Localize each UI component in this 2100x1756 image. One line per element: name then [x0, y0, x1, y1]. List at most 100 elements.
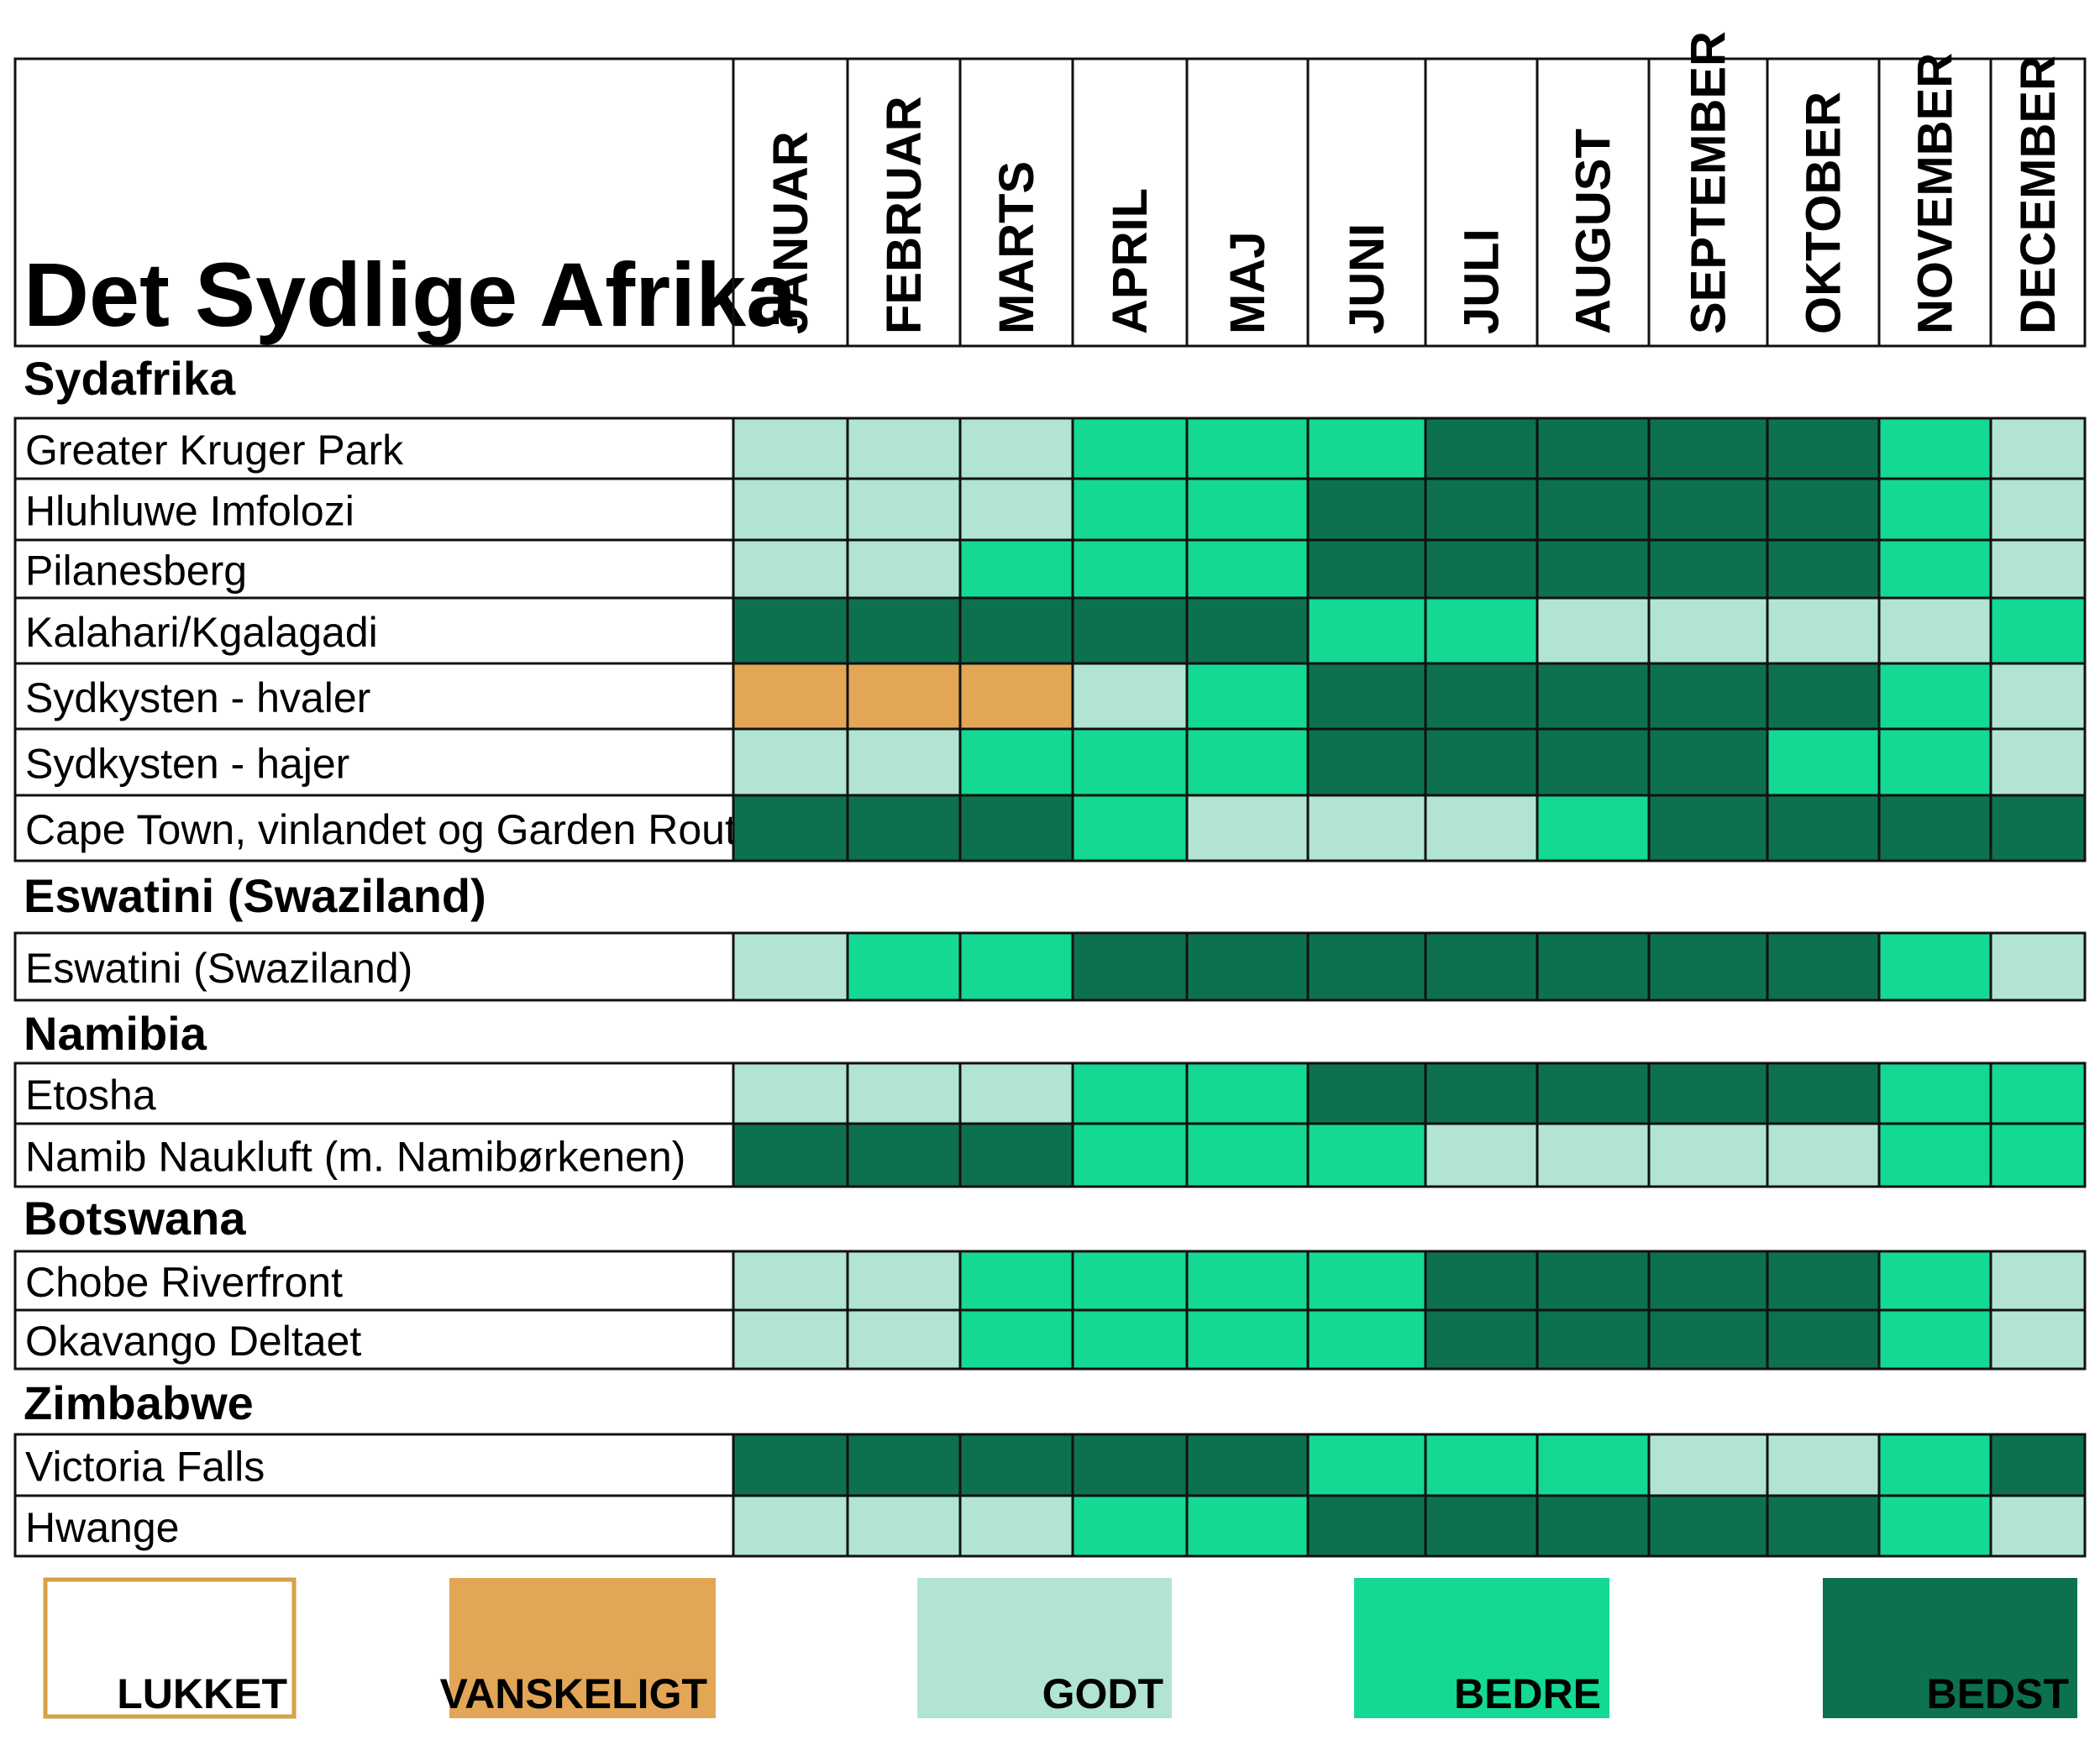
legend-label: BEDRE — [1454, 1670, 1601, 1717]
rating-cell-marts: BEDRE — [958, 931, 1074, 1002]
rating-cell-november: BEDRE — [1877, 417, 1992, 480]
rating-cell-august: BEDST — [1536, 417, 1651, 480]
month-header-juni: JUNI — [1340, 223, 1394, 334]
rating-cell-november: BEDRE — [1877, 538, 1992, 600]
rating-cell-august: BEDST — [1536, 662, 1651, 731]
row-label: Etosha — [25, 1072, 156, 1119]
rating-cell-maj: BEDRE — [1185, 1061, 1310, 1125]
rating-cell-august: BEDST — [1536, 727, 1651, 797]
month-header-maj: MAJ — [1221, 232, 1275, 334]
rating-cell-marts: BEDST — [958, 1433, 1074, 1497]
rating-cell-april: GODT — [1071, 662, 1189, 731]
rating-cell-september: BEDST — [1647, 727, 1769, 797]
table-row: Hluhluwe ImfoloziGODTGODTGODTBEDREBEDREB… — [13, 477, 2087, 542]
group-heading: Eswatini (Swaziland) — [24, 869, 486, 922]
group-namibia: NamibiaEtoshaGODTGODTGODTBEDREBEDREBEDST… — [13, 1007, 2087, 1188]
rating-cell-september: BEDST — [1647, 477, 1769, 542]
rating-cell-december: GODT — [1989, 931, 2087, 1002]
rating-cell-september: BEDST — [1647, 1494, 1769, 1558]
rating-cell-oktober: BEDST — [1766, 1494, 1881, 1558]
rating-cell-maj: BEDRE — [1185, 727, 1310, 797]
month-header-december: DECEMBER — [2011, 55, 2066, 334]
rating-cell-juni: BEDRE — [1306, 1308, 1427, 1371]
rating-cell-marts: BEDRE — [958, 1250, 1074, 1312]
legend-swatch — [1823, 1578, 2077, 1718]
rating-cell-juni: BEDST — [1306, 1061, 1427, 1125]
table-row: Okavango DeltaetGODTGODTBEDREBEDREBEDREB… — [13, 1308, 2087, 1371]
rating-cell-maj: BEDRE — [1185, 538, 1310, 600]
rating-cell-oktober: GODT — [1766, 1122, 1881, 1188]
rating-cell-juli: GODT — [1424, 1122, 1539, 1188]
rating-cell-december: GODT — [1989, 538, 2087, 600]
legend-label: VANSKELIGT — [439, 1670, 707, 1717]
rating-cell-januar: GODT — [732, 1061, 849, 1125]
rating-cell-marts: BEDRE — [958, 727, 1074, 797]
rating-cell-oktober: BEDRE — [1766, 727, 1881, 797]
group-heading: Botswana — [24, 1192, 246, 1245]
table-header: Det Sydlige Afrika JANUAR FEBRUAR MARTS APR… — [13, 31, 2087, 348]
rating-cell-februar: GODT — [846, 417, 962, 480]
rating-cell-oktober: BEDST — [1766, 477, 1881, 542]
rating-cell-februar: BEDST — [846, 794, 962, 862]
rating-cell-april: BEDRE — [1071, 794, 1189, 862]
rating-cell-oktober: BEDST — [1766, 417, 1881, 480]
rating-cell-oktober: BEDST — [1766, 662, 1881, 731]
rating-cell-juni: BEDRE — [1306, 1433, 1427, 1497]
rating-cell-juli: BEDST — [1424, 417, 1539, 480]
rating-cell-oktober: BEDST — [1766, 794, 1881, 862]
rating-cell-februar: BEDST — [846, 1122, 962, 1188]
rating-cell-marts: VANSKELIGT — [958, 662, 1074, 731]
row-label-cell — [13, 727, 735, 797]
legend-label: LUKKET — [117, 1670, 287, 1717]
rating-cell-marts: GODT — [958, 477, 1074, 542]
rating-cell-april: BEDST — [1071, 596, 1189, 665]
rating-cell-juni: BEDST — [1306, 477, 1427, 542]
rating-cell-januar: GODT — [732, 931, 849, 1002]
rating-cell-december: GODT — [1989, 417, 2087, 480]
rating-cell-november: BEDRE — [1877, 1061, 1992, 1125]
rating-cell-december: BEDRE — [1989, 1061, 2087, 1125]
rating-cell-november: BEDRE — [1877, 1250, 1992, 1312]
rating-cell-september: BEDST — [1647, 662, 1769, 731]
rating-cell-september: BEDST — [1647, 417, 1769, 480]
month-header-september: SEPTEMBER — [1682, 31, 1736, 334]
row-label: Okavango Deltaet — [25, 1318, 361, 1365]
legend-item-bedre: BEDRE — [1354, 1578, 1609, 1718]
rating-cell-december: GODT — [1989, 477, 2087, 542]
legend-item-godt: GODT — [917, 1578, 1172, 1718]
group-eswatini-swaziland: Eswatini (Swaziland) Eswatini (Swaziland)… — [13, 869, 2087, 1002]
row-label-cell — [13, 1250, 735, 1312]
rating-cell-december: GODT — [1989, 1494, 2087, 1558]
rating-cell-juni: BEDST — [1306, 538, 1427, 600]
rating-cell-marts: BEDST — [958, 596, 1074, 665]
rating-cell-november: BEDRE — [1877, 1433, 1992, 1497]
rating-cell-juli: BEDST — [1424, 538, 1539, 600]
rating-cell-januar: BEDST — [732, 794, 849, 862]
rating-cell-april: BEDRE — [1071, 1494, 1189, 1558]
rating-cell-september: BEDST — [1647, 931, 1769, 1002]
rating-cell-december: BEDST — [1989, 1433, 2087, 1497]
rating-cell-november: GODT — [1877, 596, 1992, 665]
rating-cell-august: BEDST — [1536, 1308, 1651, 1371]
table-row: HwangeGODTGODTGODTBEDREBEDREBEDSTBEDSTBE… — [13, 1494, 2087, 1558]
rating-cell-januar: VANSKELIGT — [732, 662, 849, 731]
rating-cell-april: BEDRE — [1071, 727, 1189, 797]
row-label: Chobe Riverfront — [25, 1259, 343, 1306]
legend-item-vanskeligt: VANSKELIGT — [439, 1578, 716, 1718]
rating-cell-maj: BEDRE — [1185, 1250, 1310, 1312]
rating-cell-januar: GODT — [732, 1308, 849, 1371]
rating-cell-januar: BEDST — [732, 596, 849, 665]
rating-cell-september: BEDST — [1647, 538, 1769, 600]
legend-swatch — [917, 1578, 1172, 1718]
chart-title: Det Sydlige Afrika — [24, 244, 797, 345]
row-label-cell — [13, 1308, 735, 1371]
rating-cell-november: BEDRE — [1877, 662, 1992, 731]
rating-cell-februar: BEDST — [846, 596, 962, 665]
rating-cell-august: BEDRE — [1536, 794, 1651, 862]
rating-cell-februar: GODT — [846, 477, 962, 542]
table-row: Chobe RiverfrontGODTGODTBEDREBEDREBEDREB… — [13, 1250, 2087, 1312]
rating-cell-oktober: GODT — [1766, 596, 1881, 665]
rating-cell-juli: BEDST — [1424, 1250, 1539, 1312]
rating-cell-februar: VANSKELIGT — [846, 662, 962, 731]
